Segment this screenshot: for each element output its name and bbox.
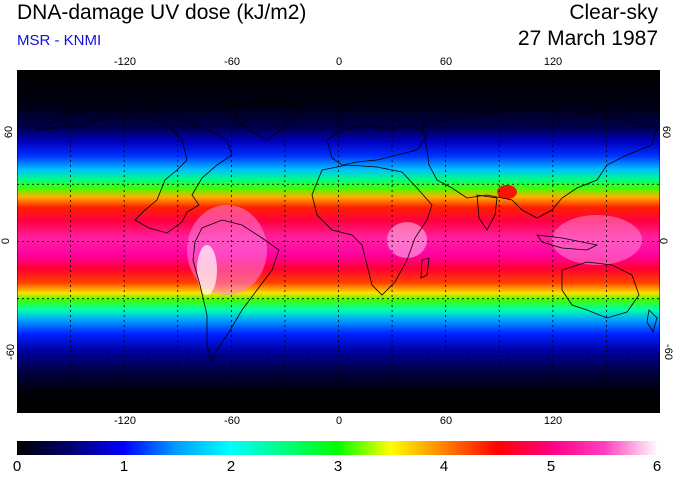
colorbar-label: 0 (12, 458, 22, 475)
coast-greenland (231, 99, 303, 141)
lon-tick-bottom: 120 (543, 415, 563, 427)
lon-tick-top: 60 (439, 56, 453, 68)
uv-maximum-andes (197, 245, 217, 295)
uv-band-himalaya (497, 185, 517, 199)
lon-tick-top: 120 (543, 56, 563, 68)
colorbar-label: 5 (546, 458, 556, 475)
lon-tick-top: -60 (224, 56, 240, 68)
lat-tick-right: -60 (661, 344, 674, 360)
map-subtitle: MSR - KNMI (17, 32, 102, 49)
coast-india (476, 194, 498, 231)
colorbar-label: 1 (119, 458, 129, 475)
lat-tick-left: -60 (4, 344, 17, 360)
colorbar-label: 3 (333, 458, 343, 475)
coast-south-america (192, 219, 280, 364)
coast-australia (561, 261, 640, 319)
lon-tick-top: -120 (113, 56, 137, 68)
coast-asia (421, 109, 658, 219)
map-grid (17, 70, 660, 413)
lat-tick-left: 0 (0, 237, 13, 245)
lat-tick-right: 60 (660, 125, 673, 139)
uv-dose-map (17, 70, 660, 413)
coast-europe (326, 124, 428, 166)
colorbar-label: 6 (652, 458, 662, 475)
map-title: DNA-damage UV dose (kJ/m2) (17, 1, 307, 24)
coast-north-america (36, 107, 233, 234)
lon-tick-bottom: -120 (113, 415, 137, 427)
colorbar-label: 2 (226, 458, 236, 475)
coast-new-zealand (646, 309, 658, 333)
lon-tick-top: 0 (335, 56, 343, 68)
lon-tick-bottom: 60 (439, 415, 453, 427)
colorbar (17, 441, 658, 455)
lon-tick-bottom: 0 (335, 415, 343, 427)
uv-maximum-africa (387, 222, 427, 258)
map-date: 27 March 1987 (517, 27, 658, 50)
uv-maximum-pacific (552, 215, 642, 265)
lat-tick-left: 60 (3, 125, 16, 139)
coast-madagascar (420, 257, 430, 279)
colorbar-label: 4 (439, 458, 449, 475)
coastlines (36, 99, 658, 364)
lon-tick-bottom: -60 (224, 415, 240, 427)
colorbar-gradient (17, 441, 658, 455)
coast-indonesia (536, 234, 599, 251)
sky-condition: Clear-sky (569, 1, 658, 24)
coast-africa (311, 164, 433, 296)
